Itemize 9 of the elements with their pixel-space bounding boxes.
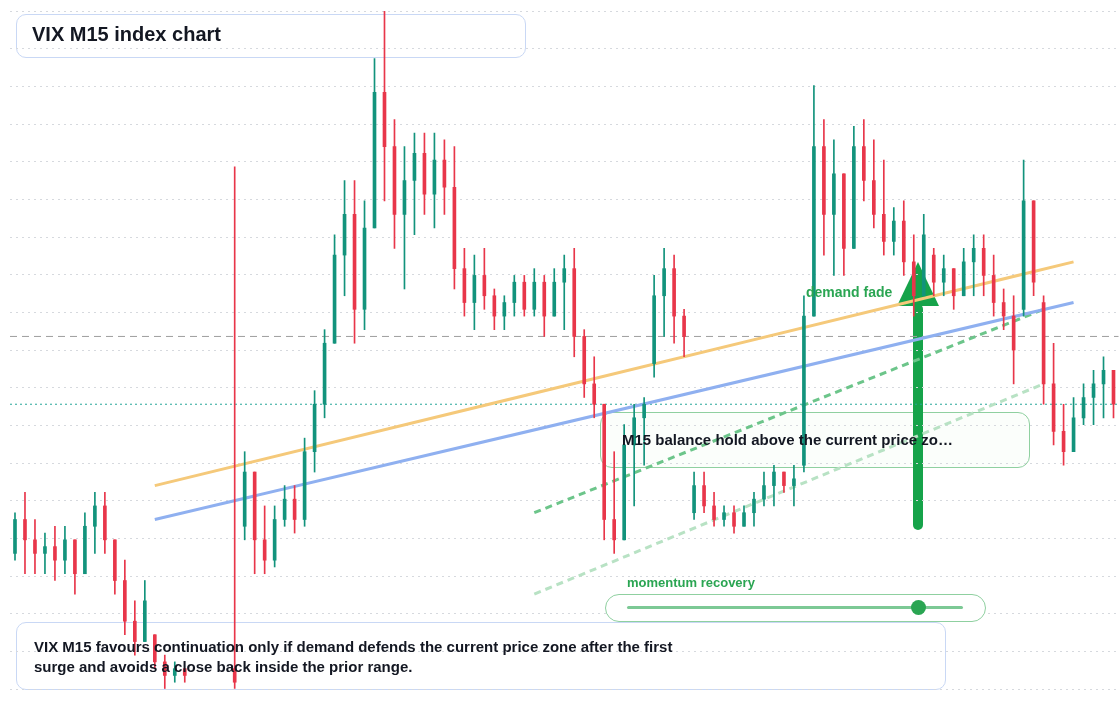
candlestick (792, 464, 796, 507)
text: VIX M15 index chart (31, 22, 222, 47)
candlestick (43, 532, 47, 575)
candlestick (562, 254, 567, 330)
candlestick (971, 234, 976, 297)
candlestick (612, 451, 617, 554)
candlestick (23, 492, 27, 575)
candlestick (33, 519, 37, 575)
annotation: momentum recovery (627, 575, 755, 590)
